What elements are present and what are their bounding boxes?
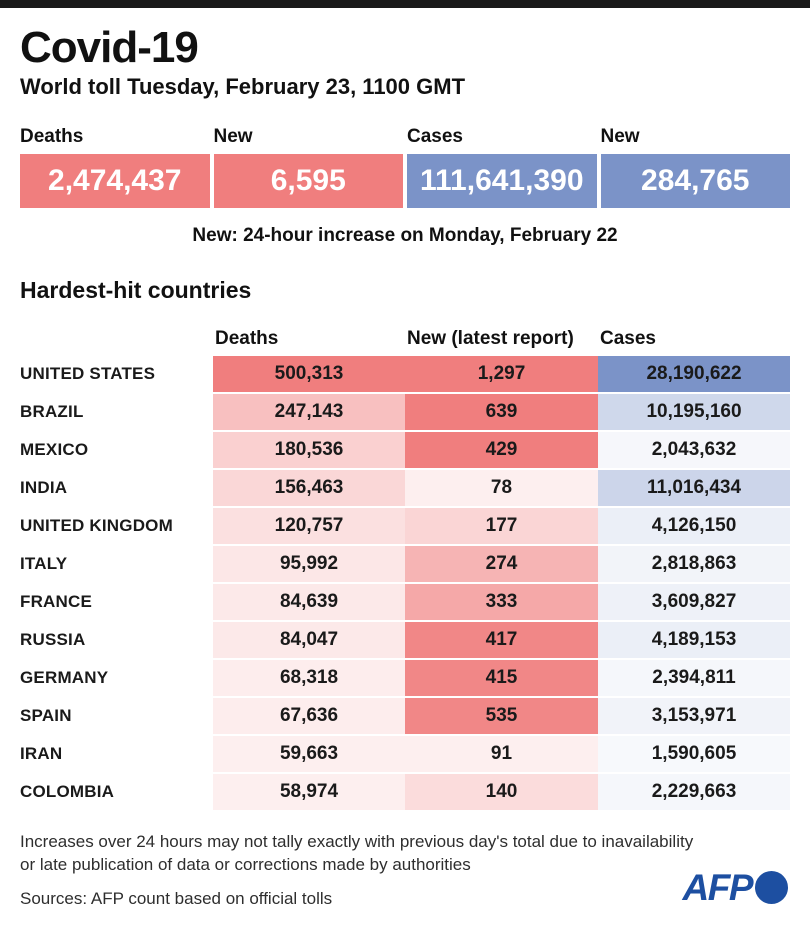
deaths-cell: 84,047	[213, 622, 405, 658]
summary-labels: Deaths New Cases New	[20, 126, 790, 148]
countries-table-header: Deaths New (latest report) Cases	[20, 328, 790, 350]
new-cell: 274	[405, 546, 598, 582]
page-subtitle: World toll Tuesday, February 23, 1100 GM…	[20, 74, 466, 99]
country-label: GERMANY	[20, 660, 213, 696]
col-header-spacer	[20, 328, 213, 350]
summary-label-cases: Cases	[407, 126, 463, 147]
summary-value-deaths-new: 6,595	[213, 154, 403, 208]
summary-label-cases-new: New	[600, 126, 640, 147]
country-label: UNITED STATES	[20, 356, 213, 392]
deaths-cell: 500,313	[213, 356, 405, 392]
country-label: UNITED KINGDOM	[20, 508, 213, 544]
new-cell: 429	[405, 432, 598, 468]
top-black-bar	[0, 0, 810, 8]
country-label: MEXICO	[20, 432, 213, 468]
summary-value-deaths: 2,474,437	[20, 154, 210, 208]
new-cell: 177	[405, 508, 598, 544]
deaths-cell: 68,318	[213, 660, 405, 696]
summary-boxes: 2,474,437 6,595 111,641,390 284,765	[20, 154, 790, 208]
country-label: IRAN	[20, 736, 213, 772]
country-label: FRANCE	[20, 584, 213, 620]
new-definition-note: New: 24-hour increase on Monday, Februar…	[192, 225, 618, 246]
section-title-hardest-hit: Hardest-hit countries	[20, 277, 252, 303]
new-cell: 333	[405, 584, 598, 620]
summary-label-deaths: Deaths	[20, 126, 84, 147]
cases-cell: 10,195,160	[598, 394, 790, 430]
deaths-cell: 58,974	[213, 774, 405, 810]
country-label: INDIA	[20, 470, 213, 506]
cases-cell: 2,043,632	[598, 432, 790, 468]
footer-note: Increases over 24 hours may not tally ex…	[20, 832, 694, 874]
cases-cell: 2,818,863	[598, 546, 790, 582]
cases-cell: 3,609,827	[598, 584, 790, 620]
new-cell: 535	[405, 698, 598, 734]
cases-cell: 28,190,622	[598, 356, 790, 392]
country-label: RUSSIA	[20, 622, 213, 658]
summary-value-cases-new: 284,765	[600, 154, 790, 208]
new-cell: 1,297	[405, 356, 598, 392]
new-cell: 78	[405, 470, 598, 506]
deaths-cell: 84,639	[213, 584, 405, 620]
cases-cell: 2,229,663	[598, 774, 790, 810]
new-cell: 140	[405, 774, 598, 810]
deaths-cell: 156,463	[213, 470, 405, 506]
page-title: Covid-19	[20, 23, 199, 72]
col-header-deaths: Deaths	[215, 328, 279, 349]
sources-note: Sources: AFP count based on official tol…	[20, 889, 333, 908]
cases-cell: 1,590,605	[598, 736, 790, 772]
summary-value-cases: 111,641,390	[407, 154, 597, 208]
country-label: BRAZIL	[20, 394, 213, 430]
deaths-cell: 247,143	[213, 394, 405, 430]
cases-cell: 2,394,811	[598, 660, 790, 696]
new-cell: 639	[405, 394, 598, 430]
deaths-cell: 120,757	[213, 508, 405, 544]
col-header-new: New (latest report)	[407, 328, 574, 349]
col-header-cases: Cases	[600, 328, 656, 349]
cases-cell: 4,126,150	[598, 508, 790, 544]
afp-globe-icon	[755, 871, 788, 904]
deaths-cell: 67,636	[213, 698, 405, 734]
deaths-cell: 95,992	[213, 546, 405, 582]
country-label: SPAIN	[20, 698, 213, 734]
cases-cell: 4,189,153	[598, 622, 790, 658]
country-label: ITALY	[20, 546, 213, 582]
summary-label-deaths-new: New	[213, 126, 253, 147]
new-cell: 91	[405, 736, 598, 772]
afp-logo-text: AFP	[682, 867, 754, 908]
countries-table-body: UNITED STATES 500,313 1,297 28,190,622 BRAZI…	[20, 356, 790, 810]
deaths-cell: 59,663	[213, 736, 405, 772]
infographic: Covid-19 World toll Tuesday, February 23…	[0, 8, 810, 909]
cases-cell: 11,016,434	[598, 470, 790, 506]
deaths-cell: 180,536	[213, 432, 405, 468]
afp-logo: AFP	[682, 867, 788, 908]
new-cell: 417	[405, 622, 598, 658]
country-label: COLOMBIA	[20, 774, 213, 810]
cases-cell: 3,153,971	[598, 698, 790, 734]
new-cell: 415	[405, 660, 598, 696]
